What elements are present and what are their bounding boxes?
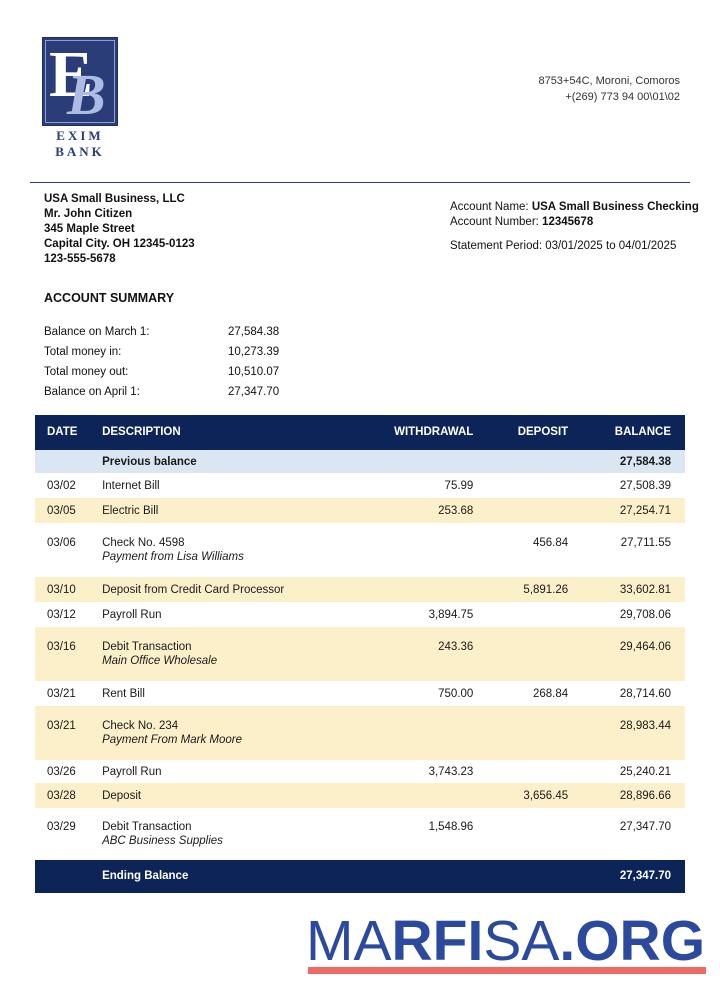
svg-text:B: B [66, 62, 106, 127]
